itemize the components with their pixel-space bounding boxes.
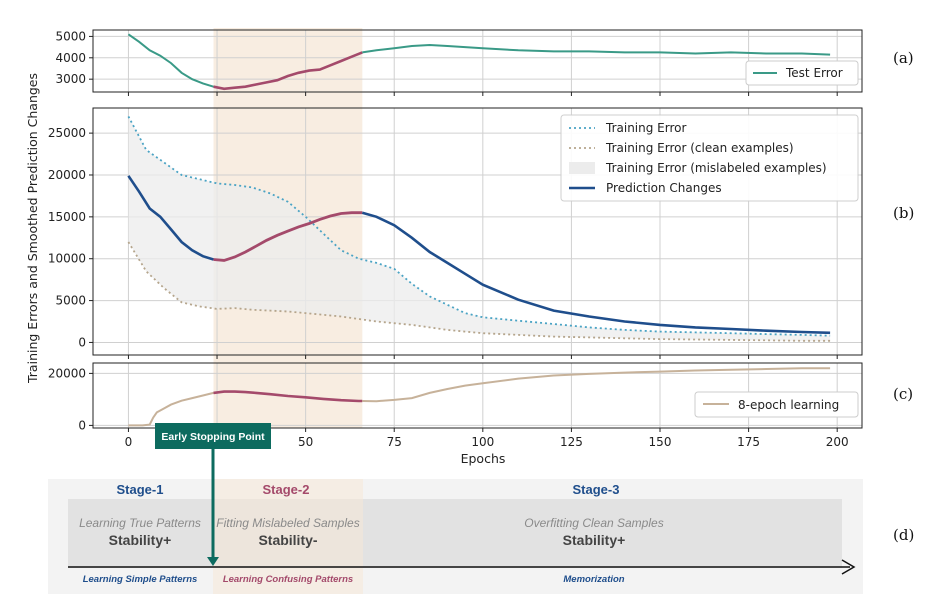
- y-tick-label: 0: [78, 335, 86, 349]
- early-stop-label: Early Stopping Point: [161, 431, 265, 443]
- stage-3-title: Stage-3: [573, 482, 620, 497]
- panel-tag-d: (d): [893, 526, 914, 544]
- y-tick-label: 20000: [48, 168, 86, 182]
- x-tick-label: 50: [298, 435, 313, 449]
- x-tick-label: 100: [471, 435, 494, 449]
- stage-diagram: Stage-1 Stage-2 Stage-3 Learning True Pa…: [48, 479, 863, 594]
- y-tick-label: 0: [78, 418, 86, 432]
- timeline-arrowhead-icon: [841, 559, 856, 575]
- early-stopping-marker: Early Stopping Point: [155, 423, 271, 566]
- y-tick-label: 20000: [48, 366, 86, 380]
- legend-label-training_error: Training Error: [605, 121, 686, 135]
- y-tick-label: 3000: [55, 72, 86, 86]
- test-error-line: [127, 33, 214, 88]
- legend-box: [560, 114, 859, 202]
- x-axis-label: Epochs: [461, 451, 506, 466]
- test-error-line: [362, 43, 831, 56]
- y-tick-label: 25000: [48, 126, 86, 140]
- training-error-line: [127, 115, 831, 337]
- prediction-changes-line: [361, 211, 831, 335]
- x-tick-label: 200: [826, 435, 849, 449]
- stage-2-band-highlight: [213, 479, 363, 594]
- legend-label-prediction: Prediction Changes: [606, 181, 722, 195]
- learning-8-line-stage2: [213, 390, 363, 403]
- early-stop-arrowhead-icon: [207, 557, 219, 566]
- panel-a-test-error: 3000 4000 5000 Test Error: [55, 29, 863, 96]
- clean-error-line: [127, 241, 831, 342]
- prediction-changes-line: [127, 175, 214, 261]
- y-tick-label: 5000: [55, 294, 86, 308]
- stage-1-footer: Learning Simple Patterns: [83, 574, 198, 585]
- legend-swatch-mislabeled: [569, 162, 595, 174]
- learning-8-line: [128, 391, 214, 427]
- x-tick-label: 125: [560, 435, 583, 449]
- learning-8-line: [362, 367, 831, 403]
- legend-label: Test Error: [785, 66, 843, 80]
- legend-label: 8-epoch learning: [738, 398, 839, 412]
- y-tick-label: 10000: [48, 252, 86, 266]
- x-tick-label: 75: [387, 435, 402, 449]
- x-tick-label: 0: [125, 435, 133, 449]
- y-tick-label: 5000: [55, 29, 86, 43]
- stage-1-subtitle: Learning True Patterns: [79, 516, 201, 530]
- panel-tag-a: (a): [893, 49, 914, 67]
- prediction-changes-line-stage2: [213, 211, 363, 262]
- panel-tag-b: (b): [893, 204, 914, 222]
- mislabeled-fill-area: [128, 116, 831, 341]
- panel-b-training-error: 0 5000 10000 15000 20000 25000 Training Error T…: [48, 107, 863, 359]
- stage-2-title: Stage-2: [263, 482, 310, 497]
- stage-3-stability: Stability+: [563, 532, 626, 548]
- x-tick-label: 150: [649, 435, 672, 449]
- y-tick-label: 4000: [55, 51, 86, 65]
- stage-3-subtitle: Overfitting Clean Samples: [524, 516, 663, 530]
- legend-box: [694, 391, 859, 418]
- stage-2-subtitle: Fitting Mislabeled Samples: [216, 516, 359, 530]
- legend-box: [745, 60, 859, 86]
- axes-frame: [92, 362, 863, 429]
- stage-1-stability: Stability+: [109, 532, 172, 548]
- axes-frame: [92, 29, 863, 93]
- stage-3-footer: Memorization: [563, 574, 624, 585]
- test-error-line-stage2: [213, 51, 363, 91]
- stage-2-footer: Learning Confusing Patterns: [223, 574, 353, 585]
- stage-band: [68, 499, 842, 568]
- axes-frame: [92, 107, 863, 356]
- stage-2-stability: Stability-: [258, 532, 317, 548]
- legend-label-mislabeled: Training Error (mislabeled examples): [605, 161, 827, 175]
- early-stop-box: [155, 423, 271, 449]
- x-tick-label: 175: [737, 435, 760, 449]
- stage-1-title: Stage-1: [117, 482, 164, 497]
- y-tick-label: 15000: [48, 210, 86, 224]
- legend-label-clean: Training Error (clean examples): [605, 141, 794, 155]
- panel-tag-c: (c): [893, 385, 913, 403]
- y-axis-label: Training Errors and Smoothed Prediction …: [25, 73, 40, 384]
